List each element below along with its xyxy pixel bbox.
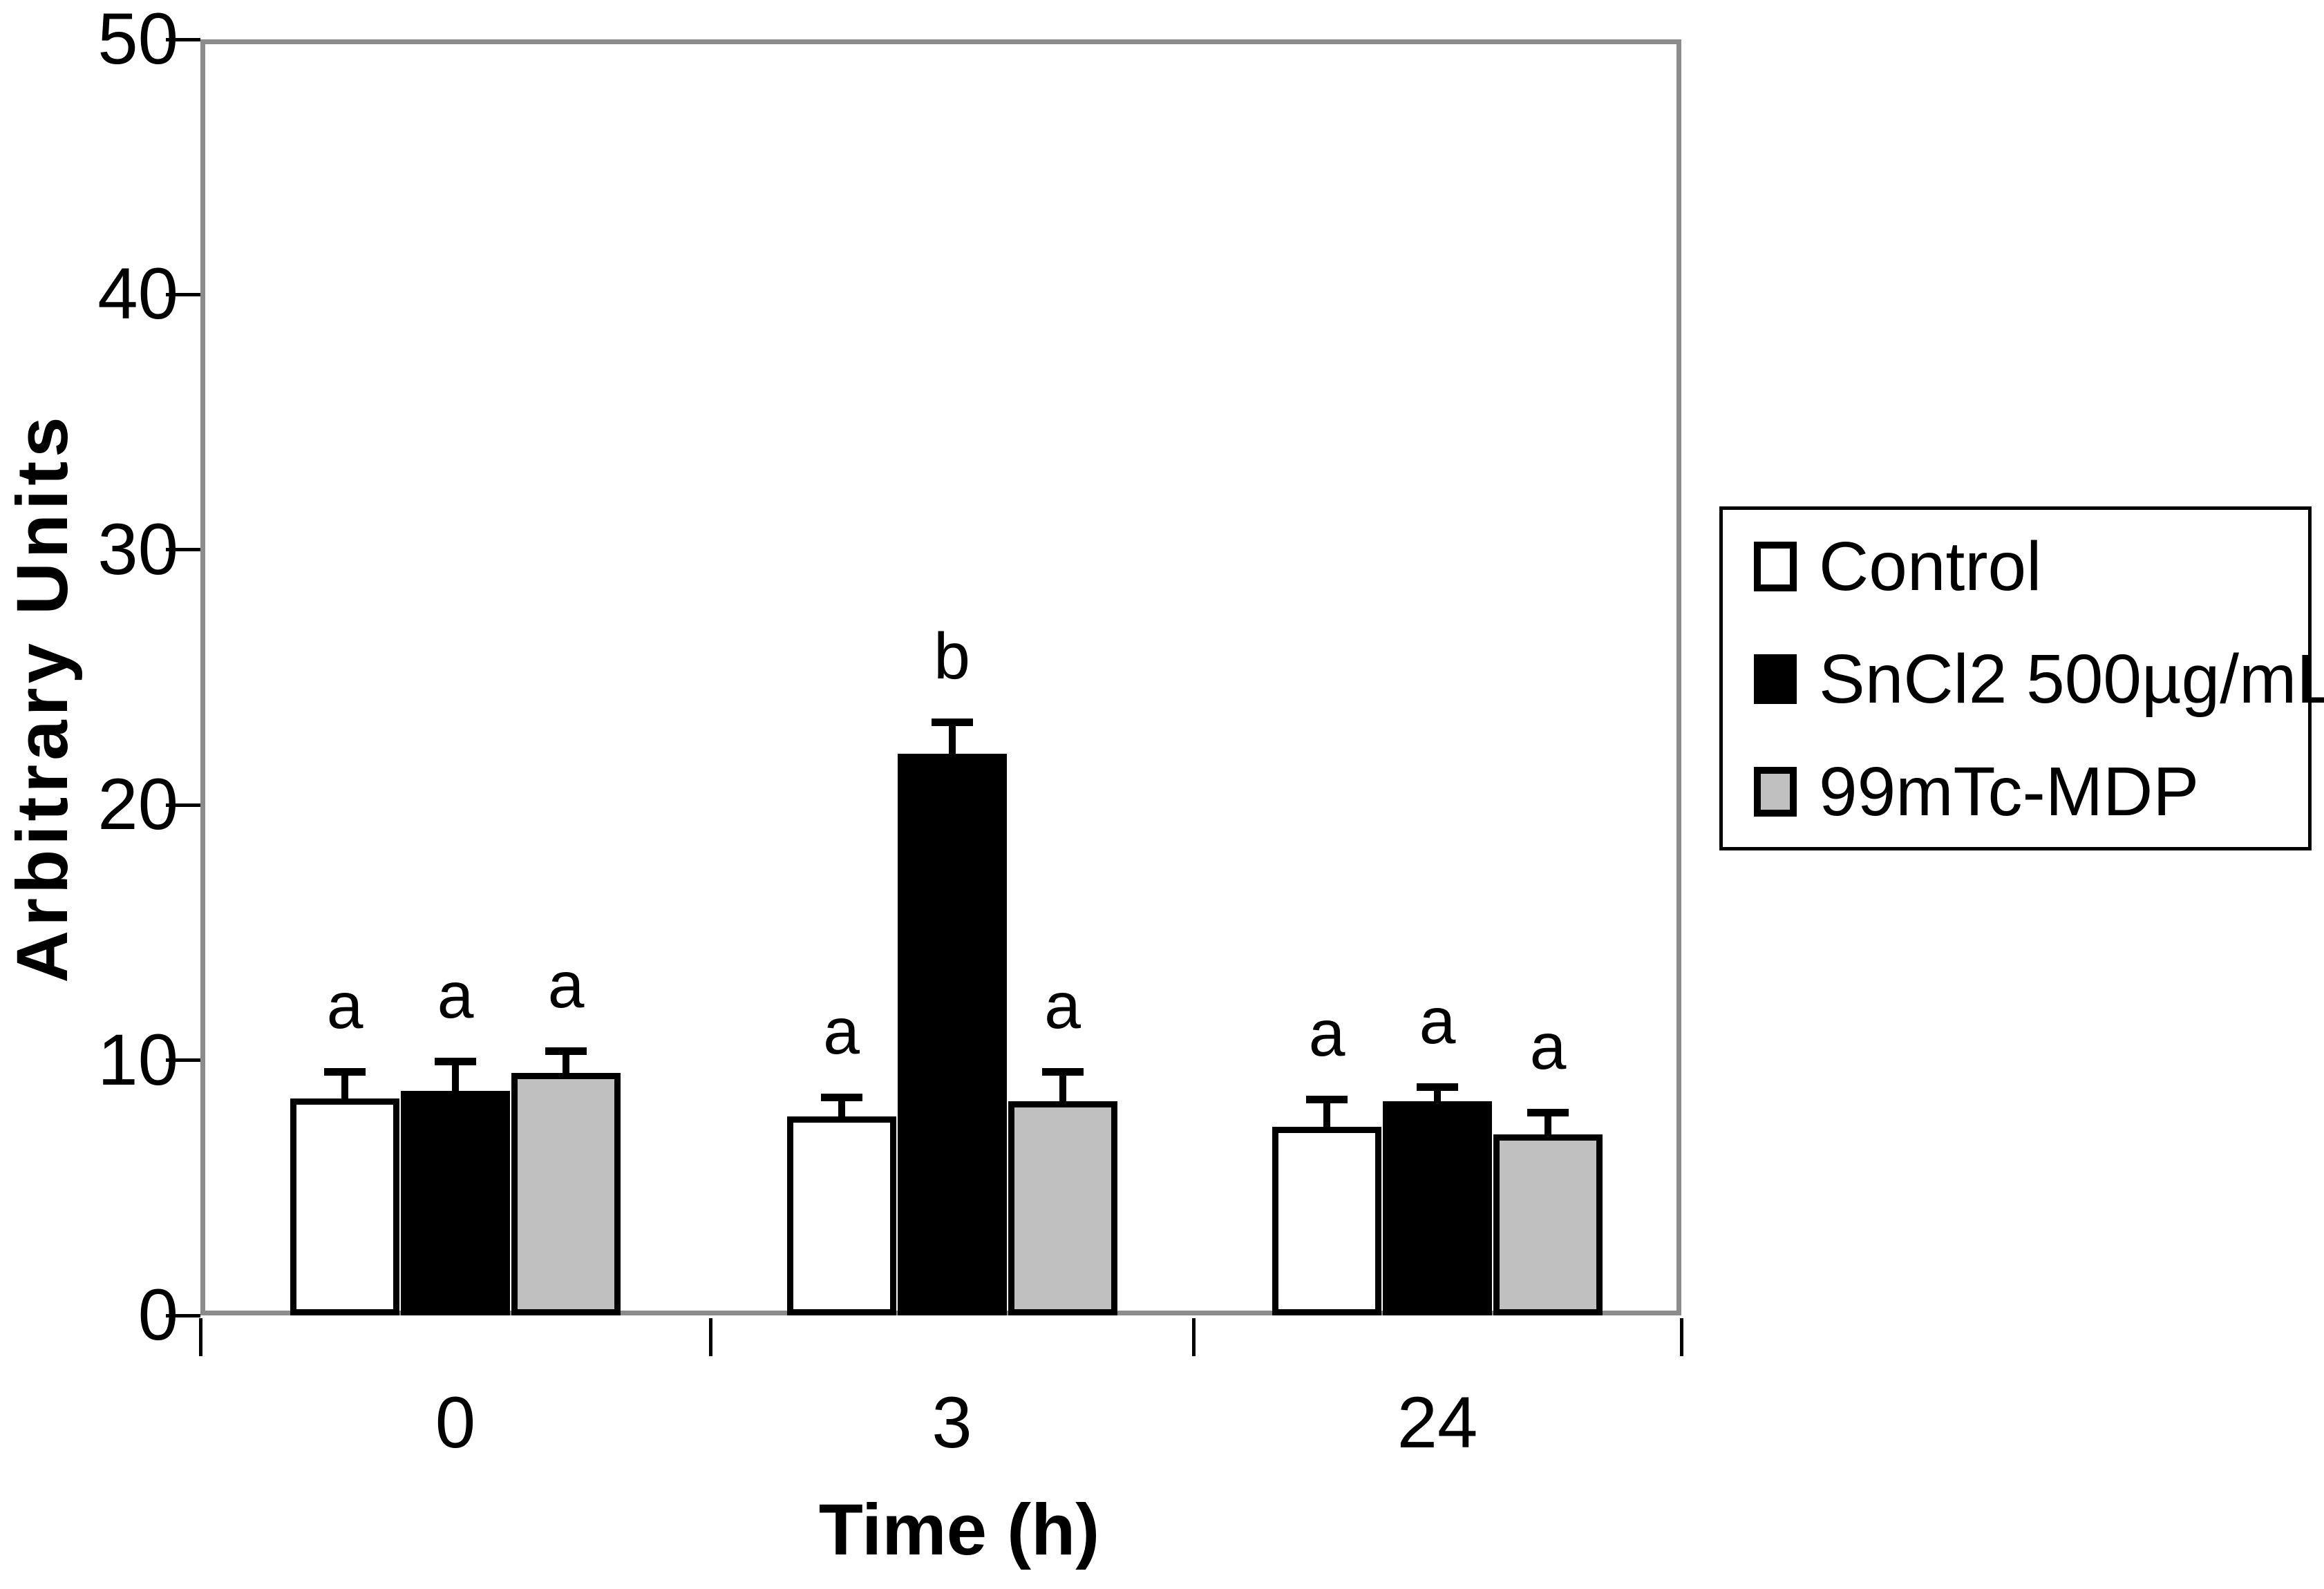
- error-bar-cap: [820, 1093, 862, 1101]
- x-axis-tick: [1191, 1318, 1196, 1356]
- legend-swatch: [1754, 766, 1797, 817]
- significance-letter: a: [547, 949, 585, 1022]
- legend-swatch: [1754, 654, 1797, 704]
- bar: [511, 1073, 621, 1315]
- legend-swatch: [1754, 541, 1797, 591]
- significance-letter: a: [823, 994, 860, 1068]
- bar: [1272, 1126, 1381, 1315]
- bar: [290, 1098, 399, 1315]
- bar: [1493, 1134, 1603, 1315]
- legend: Control SnCl2 500µg/mL 99mTc-MDP: [1719, 506, 2324, 850]
- bar: [401, 1090, 510, 1315]
- bar: [786, 1116, 896, 1315]
- significance-letter: a: [1044, 969, 1081, 1043]
- significance-letter: a: [1308, 997, 1345, 1071]
- error-bar-stem: [948, 718, 956, 754]
- bar: [1383, 1101, 1492, 1315]
- error-bar-cap: [435, 1057, 476, 1065]
- error-bar-stem: [341, 1067, 348, 1098]
- y-axis-tick: [166, 1313, 200, 1317]
- y-axis-tick-label: 0: [138, 1275, 178, 1355]
- x-axis-tick: [708, 1318, 712, 1356]
- y-axis-tick: [166, 1058, 200, 1063]
- error-bar-cap: [324, 1067, 366, 1076]
- error-bar-cap: [1527, 1108, 1569, 1116]
- y-axis-title: Arbitrary Units: [2, 412, 83, 983]
- legend-item: 99mTc-MDP: [1723, 735, 2308, 848]
- error-bar-cap: [1306, 1096, 1348, 1104]
- error-bar-stem: [1323, 1096, 1330, 1127]
- error-bar-cap: [1041, 1067, 1084, 1076]
- error-bar-stem: [1544, 1108, 1551, 1134]
- error-bar-stem: [838, 1093, 845, 1116]
- significance-letter: a: [1419, 984, 1456, 1058]
- y-axis-tick: [166, 548, 200, 552]
- legend-item: SnCl2 500µg/mL: [1723, 622, 2324, 735]
- error-bar-stem: [563, 1047, 569, 1074]
- x-axis-tick: [1679, 1318, 1683, 1356]
- y-axis-tick-label: 10: [97, 1019, 178, 1101]
- y-axis-tick: [166, 803, 200, 807]
- significance-letter: b: [934, 619, 970, 693]
- error-bar-cap: [545, 1047, 587, 1056]
- legend-item: Control: [1723, 510, 2308, 622]
- bar: [1008, 1101, 1117, 1315]
- legend-label: Control: [1819, 527, 2042, 605]
- x-axis-tick: [198, 1318, 202, 1356]
- error-bar-cap: [1417, 1083, 1458, 1091]
- legend-label: 99mTc-MDP: [1819, 752, 2200, 830]
- bar: [897, 754, 1007, 1315]
- error-bar-cap: [931, 718, 973, 726]
- x-axis-category-label: 24: [1397, 1382, 1478, 1463]
- error-bar-stem: [1434, 1083, 1441, 1101]
- y-axis-tick-label: 50: [97, 0, 178, 79]
- x-axis-title: Time (h): [818, 1490, 1100, 1570]
- significance-letter: a: [437, 958, 474, 1032]
- significance-letter: a: [1529, 1009, 1567, 1083]
- y-axis-tick-label: 20: [97, 764, 178, 846]
- y-axis-tick-label: 40: [97, 254, 178, 335]
- y-axis-tick: [166, 292, 200, 296]
- x-axis-category-label: 0: [435, 1382, 476, 1463]
- x-axis-category-label: 3: [932, 1382, 972, 1463]
- legend-label: SnCl2 500µg/mL: [1819, 640, 2324, 718]
- significance-letter: a: [326, 969, 363, 1043]
- error-bar-stem: [1059, 1067, 1066, 1101]
- error-bar-stem: [452, 1057, 459, 1091]
- y-axis-tick-label: 30: [97, 508, 178, 590]
- y-axis-tick: [166, 37, 200, 41]
